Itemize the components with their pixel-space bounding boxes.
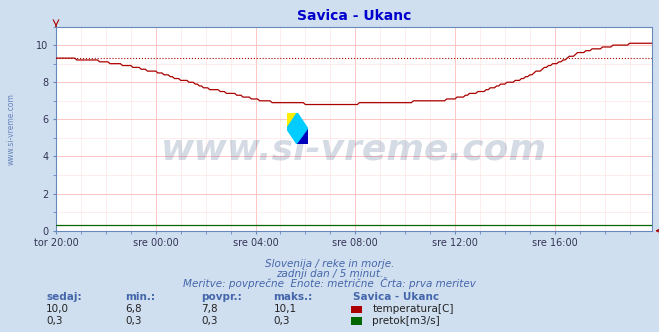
- Polygon shape: [287, 113, 308, 144]
- Text: temperatura[C]: temperatura[C]: [372, 304, 454, 314]
- Text: Savica - Ukanc: Savica - Ukanc: [353, 292, 439, 302]
- Text: zadnji dan / 5 minut.: zadnji dan / 5 minut.: [276, 269, 383, 279]
- Text: 10,0: 10,0: [46, 304, 69, 314]
- Text: 6,8: 6,8: [125, 304, 142, 314]
- Text: 0,3: 0,3: [46, 316, 63, 326]
- Text: povpr.:: povpr.:: [201, 292, 242, 302]
- Text: 0,3: 0,3: [273, 316, 290, 326]
- Title: Savica - Ukanc: Savica - Ukanc: [297, 9, 411, 23]
- Text: www.si-vreme.com: www.si-vreme.com: [161, 132, 547, 166]
- Text: www.si-vreme.com: www.si-vreme.com: [7, 93, 16, 165]
- Text: maks.:: maks.:: [273, 292, 313, 302]
- Text: 10,1: 10,1: [273, 304, 297, 314]
- Text: min.:: min.:: [125, 292, 156, 302]
- Text: Slovenija / reke in morje.: Slovenija / reke in morje.: [265, 259, 394, 269]
- Polygon shape: [297, 128, 308, 144]
- Polygon shape: [287, 113, 297, 128]
- Text: Meritve: povprečne  Enote: metrične  Črta: prva meritev: Meritve: povprečne Enote: metrične Črta:…: [183, 277, 476, 289]
- Text: 0,3: 0,3: [125, 316, 142, 326]
- Text: pretok[m3/s]: pretok[m3/s]: [372, 316, 440, 326]
- Text: 0,3: 0,3: [201, 316, 217, 326]
- Text: 7,8: 7,8: [201, 304, 217, 314]
- Text: sedaj:: sedaj:: [46, 292, 82, 302]
